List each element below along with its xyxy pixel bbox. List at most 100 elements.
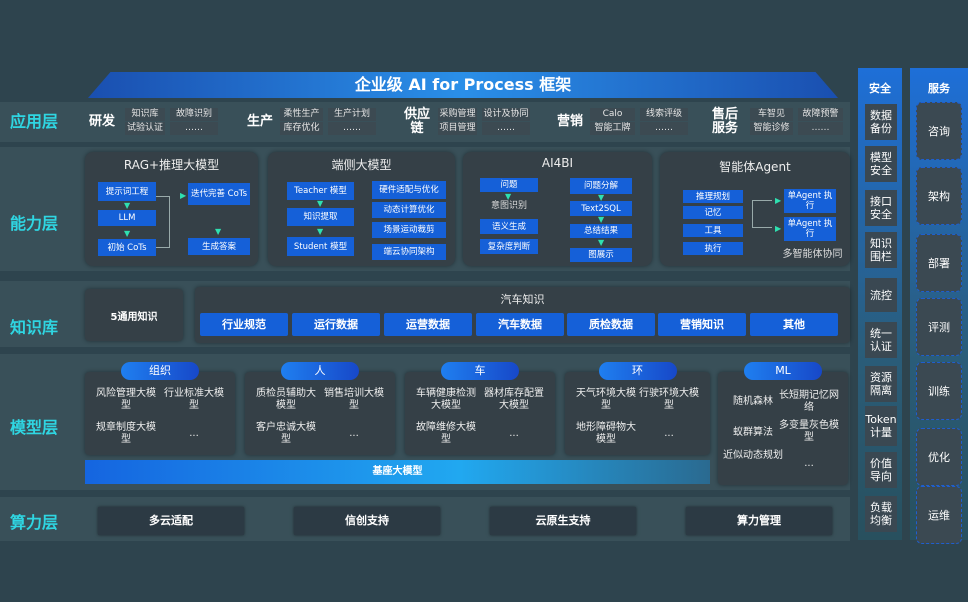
app-item[interactable]: 线索评级: [640, 108, 688, 121]
security-item[interactable]: 模型安全: [865, 146, 897, 182]
model-group-panel: [85, 372, 235, 455]
app-group-label: 研发: [88, 114, 115, 129]
model-item: ...: [189, 428, 199, 439]
app-group-label: 营销: [556, 114, 583, 129]
compute-item[interactable]: 云原生支持: [490, 507, 636, 535]
model-item: 客户忠诚大模型: [256, 422, 316, 445]
model-item: 长短期记忆网络: [779, 390, 839, 413]
agent-exec: 单Agent 执行: [784, 189, 836, 213]
knowledge-chip[interactable]: 行业规范: [200, 313, 288, 336]
edge-feature: 动态计算优化: [372, 202, 446, 218]
layer-label-ability: 能力层: [10, 214, 59, 233]
app-group-label: 生产: [246, 114, 273, 129]
model-item: ...: [349, 428, 359, 439]
app-item[interactable]: 车智见: [750, 108, 793, 121]
app-item[interactable]: 故障预警: [798, 108, 843, 121]
arrow-down-icon: ▼: [124, 201, 131, 210]
app-item[interactable]: ……: [482, 122, 530, 135]
agent-module: 执行: [683, 242, 743, 255]
app-item[interactable]: 采购管理: [438, 108, 477, 121]
model-item: ...: [509, 428, 519, 439]
model-group-pill: 组织: [121, 362, 199, 380]
security-item[interactable]: 流控: [865, 278, 897, 312]
auto-knowledge-title: 汽车知识: [500, 293, 545, 306]
layer-label-compute: 算力层: [10, 513, 59, 532]
ai4bi-step: 图展示: [570, 248, 632, 262]
panel-title: 智能体Agent: [719, 160, 791, 174]
ai4bi-step: 问题分解: [570, 178, 632, 194]
security-item[interactable]: 接口安全: [865, 190, 897, 226]
knowledge-chip[interactable]: 营销知识: [658, 313, 746, 336]
model-item: 多变量灰色模型: [779, 420, 839, 443]
security-item[interactable]: Token计量: [865, 406, 897, 446]
security-item[interactable]: 知识围栏: [865, 232, 897, 268]
model-group-panel: [405, 372, 555, 455]
arrow-down-icon: ▼: [598, 238, 605, 247]
ai4bi-step: 语义生成: [480, 219, 538, 234]
app-item[interactable]: 生产计划: [328, 108, 376, 121]
security-item[interactable]: 统一认证: [865, 322, 897, 358]
app-item[interactable]: 故障识别: [170, 108, 218, 121]
ai4bi-step: 意图识别: [490, 201, 527, 211]
model-item: 天气环境大模型: [576, 388, 636, 411]
knowledge-chip[interactable]: 汽车数据: [476, 313, 564, 336]
arrow-right-icon: ▶: [775, 224, 782, 233]
agent-module: 推理规划: [683, 190, 743, 203]
agent-caption: 多智能体协同: [782, 249, 843, 260]
app-item[interactable]: 库存优化: [280, 122, 323, 135]
service-item[interactable]: 评测: [916, 298, 962, 356]
arrow-right-icon: ▶: [180, 191, 187, 200]
app-item[interactable]: 设计及协同: [482, 108, 530, 121]
model-item: 器材库存配置大模型: [484, 388, 544, 411]
service-item[interactable]: 优化: [916, 428, 962, 486]
model-group-pill: 车: [441, 362, 519, 380]
edge-feature: 场景运动裁剪: [372, 222, 446, 238]
service-item[interactable]: 运维: [916, 486, 962, 544]
app-item[interactable]: 智能诊修: [750, 122, 793, 135]
security-item[interactable]: 资源隔离: [865, 366, 897, 402]
knowledge-chip[interactable]: 质检数据: [567, 313, 655, 336]
app-item[interactable]: ……: [798, 122, 843, 135]
model-item: ...: [664, 428, 674, 439]
model-group-pill: ML: [744, 362, 822, 380]
service-item[interactable]: 架构: [916, 167, 962, 225]
ai4bi-step: Text2SQL: [570, 201, 632, 216]
edge-feature: 端云协同架构: [372, 244, 446, 260]
security-item[interactable]: 负载均衡: [865, 496, 897, 532]
panel-title: AI4BI: [541, 156, 574, 170]
app-item[interactable]: 项目管理: [438, 122, 477, 135]
model-group-panel: [245, 372, 395, 455]
app-item[interactable]: 试验认证: [125, 122, 165, 135]
compute-item[interactable]: 算力管理: [686, 507, 832, 535]
model-item: 风险管理大模型: [96, 388, 156, 411]
knowledge-chip[interactable]: 其他: [750, 313, 838, 336]
model-item: 行业标准大模型: [164, 388, 224, 411]
rag-step: LLM: [98, 210, 156, 226]
app-item[interactable]: ……: [640, 122, 688, 135]
app-item[interactable]: 知识库: [125, 108, 165, 121]
app-item[interactable]: ……: [328, 122, 376, 135]
security-item[interactable]: 价值导向: [865, 452, 897, 488]
model-item: 随机森林: [733, 396, 773, 407]
security-item[interactable]: 数据备份: [865, 104, 897, 140]
compute-item[interactable]: 信创支持: [294, 507, 440, 535]
model-group-panel: [565, 372, 710, 455]
ai4bi-step: 问题: [480, 178, 538, 192]
service-item[interactable]: 训练: [916, 362, 962, 420]
app-item[interactable]: Calo: [590, 108, 635, 121]
service-item[interactable]: 咨询: [916, 102, 962, 160]
app-item[interactable]: 智能工牌: [590, 122, 635, 135]
edge-step: Teacher 模型: [287, 182, 354, 200]
model-item: 车辆健康检测大模型: [416, 388, 476, 411]
framework-title: 企业级 AI for Process 框架: [88, 72, 838, 98]
knowledge-chip[interactable]: 运行数据: [292, 313, 380, 336]
edge-step: Student 模型: [287, 237, 354, 256]
service-item[interactable]: 部署: [916, 234, 962, 292]
agent-module: 工具: [683, 224, 743, 237]
app-item[interactable]: ……: [170, 122, 218, 135]
model-group-pill: 环: [598, 362, 677, 380]
app-item[interactable]: 柔性生产: [280, 108, 323, 121]
compute-item[interactable]: 多云适配: [98, 507, 244, 535]
knowledge-chip[interactable]: 运营数据: [384, 313, 472, 336]
model-item: 规章制度大模型: [96, 422, 156, 445]
